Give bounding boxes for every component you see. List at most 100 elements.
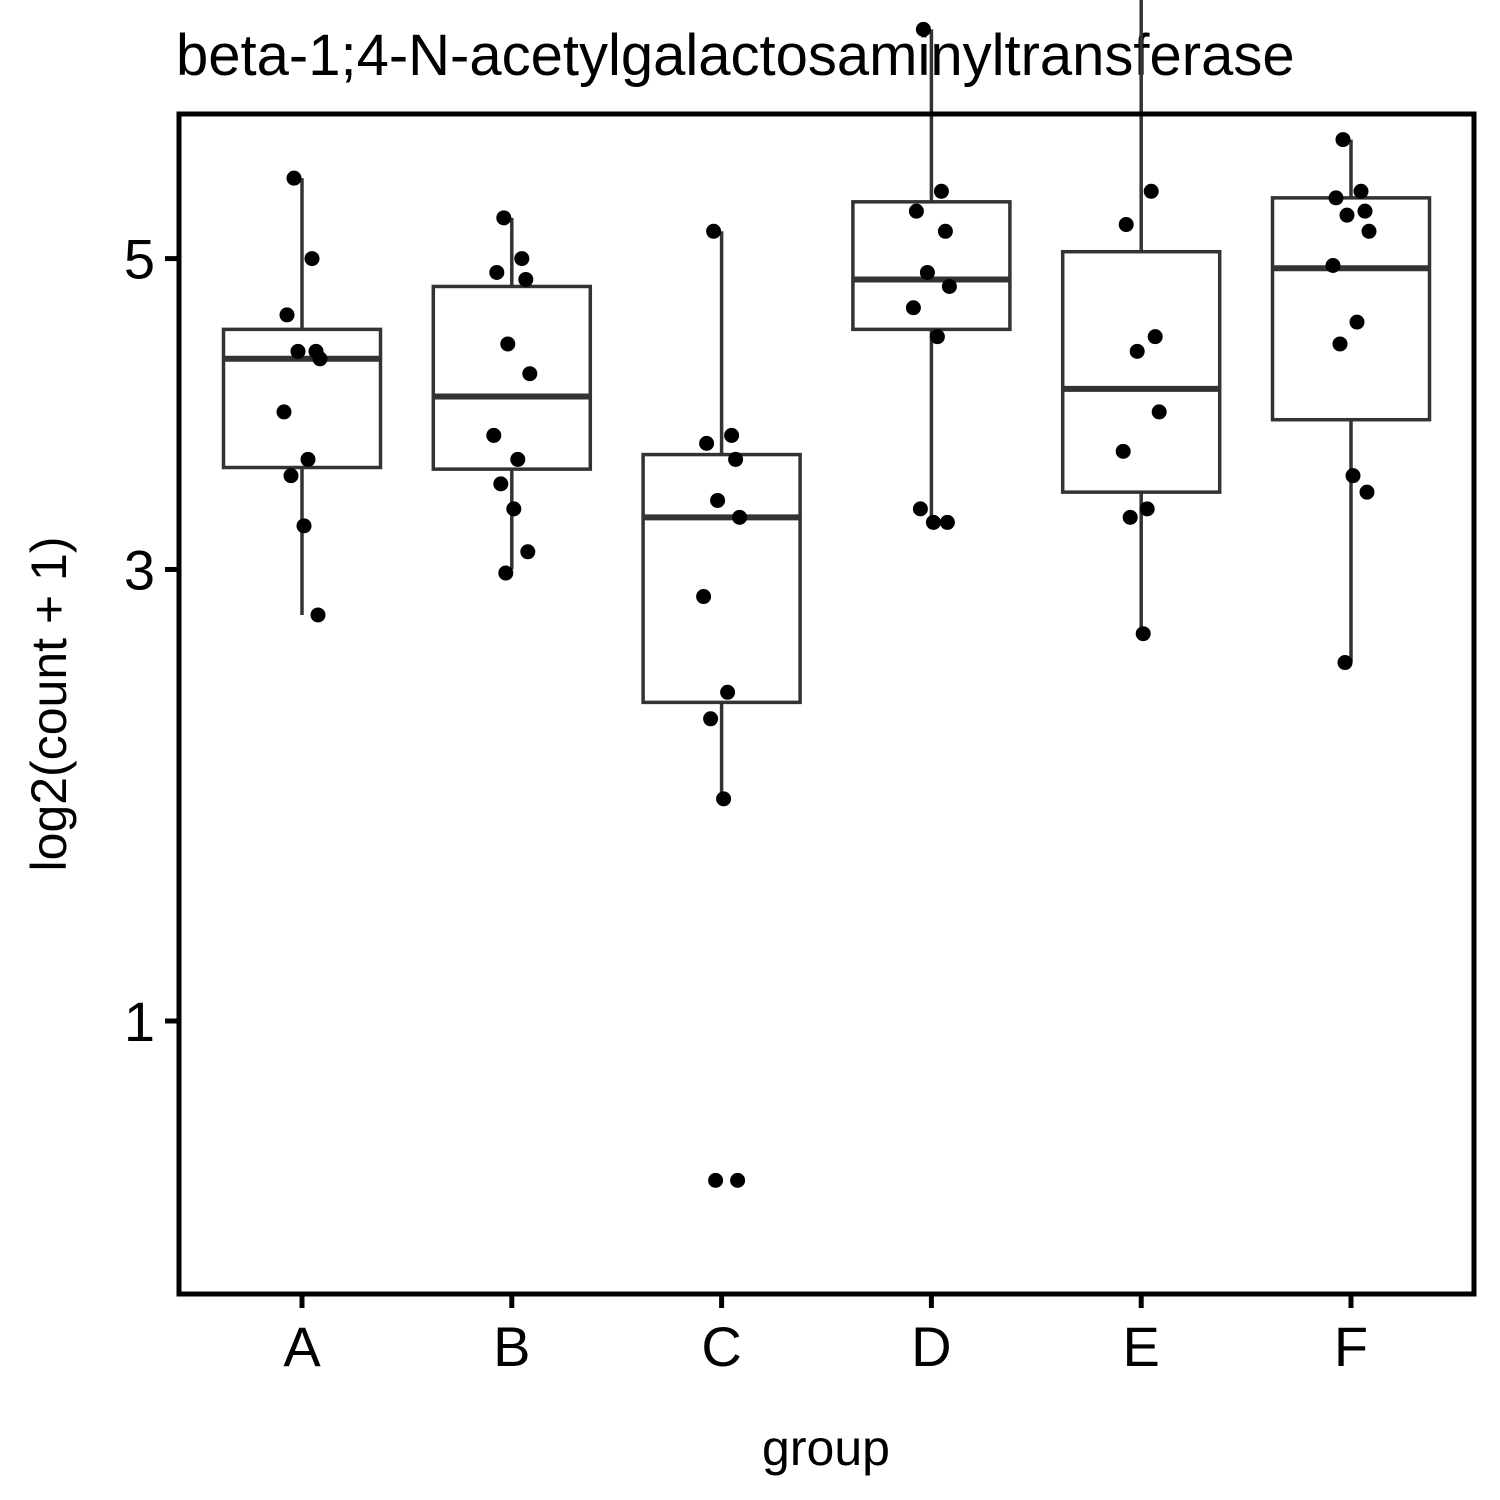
x-axis-title: group (762, 1420, 890, 1476)
data-point (1332, 336, 1348, 352)
data-point (312, 351, 328, 367)
plot-area (221, 0, 1432, 1188)
data-point (522, 366, 538, 382)
data-point (500, 336, 516, 352)
data-point (1339, 207, 1355, 223)
box-group-C (641, 231, 802, 799)
data-point (300, 451, 316, 467)
x-tick-label-E: E (1123, 1315, 1160, 1378)
points-C (696, 223, 748, 1188)
data-point (1361, 223, 1377, 239)
data-point (720, 684, 736, 700)
box-group-B (431, 217, 593, 570)
data-point (925, 514, 941, 530)
data-point (730, 1172, 746, 1188)
data-point (941, 278, 957, 294)
data-point (498, 565, 514, 581)
data-point (1118, 217, 1134, 233)
data-point (1325, 258, 1341, 274)
data-point (510, 451, 526, 467)
data-point (929, 329, 945, 345)
data-point (933, 183, 949, 199)
y-tick-label: 1 (124, 990, 155, 1053)
data-point (1129, 343, 1145, 359)
data-point (716, 791, 732, 807)
x-tick-label-F: F (1334, 1315, 1368, 1378)
box-group-F (1270, 139, 1432, 663)
x-tick-label-C: C (701, 1315, 741, 1378)
box (1270, 196, 1432, 422)
data-point (710, 492, 726, 508)
box-group-A (221, 178, 383, 615)
data-point (912, 501, 928, 517)
data-point (506, 501, 522, 517)
data-point (915, 21, 931, 37)
points-B (486, 210, 538, 581)
data-point (724, 427, 740, 443)
x-tick-label-D: D (911, 1315, 951, 1378)
data-point (1122, 509, 1138, 525)
points-E (1115, 183, 1167, 642)
data-point (937, 223, 953, 239)
data-point (290, 343, 306, 359)
data-point (728, 451, 744, 467)
data-point (283, 468, 299, 484)
data-point (1135, 626, 1151, 642)
data-point (939, 514, 955, 530)
x-tick-label-A: A (283, 1315, 321, 1378)
box (851, 200, 1012, 332)
data-point (489, 264, 505, 280)
data-point (1328, 190, 1344, 206)
data-point (279, 307, 295, 323)
data-point (905, 300, 921, 316)
data-point (1151, 404, 1167, 420)
y-tick-label: 3 (124, 538, 155, 601)
data-point (486, 427, 502, 443)
data-point (514, 251, 530, 267)
panel-border (176, 111, 1477, 1297)
data-point (1357, 203, 1373, 219)
chart-title: beta-1;4-N-acetylgalactosaminyltransfera… (176, 23, 1295, 88)
data-point (496, 210, 512, 226)
box (1060, 249, 1222, 494)
data-point (919, 264, 935, 280)
data-point (1353, 183, 1369, 199)
data-point (296, 518, 312, 534)
x-tick-label-B: B (493, 1315, 530, 1378)
data-point (286, 170, 302, 186)
data-point (706, 223, 722, 239)
points-D (905, 21, 957, 530)
data-point (1147, 329, 1163, 345)
data-point (1335, 132, 1351, 148)
data-point (304, 251, 320, 267)
axes: 1 3 5 A B C D E F (124, 111, 1477, 1378)
box (641, 452, 802, 705)
data-point (696, 589, 712, 605)
data-point (1139, 501, 1155, 517)
data-point (708, 1172, 724, 1188)
y-axis-title: log2(count + 1) (21, 537, 77, 872)
y-tick-label: 5 (124, 228, 155, 291)
box (431, 284, 593, 471)
data-point (908, 203, 924, 219)
data-point (1115, 443, 1131, 459)
data-point (699, 435, 715, 451)
data-point (732, 509, 748, 525)
data-point (1349, 314, 1365, 330)
data-point (518, 271, 534, 287)
data-point (520, 544, 536, 560)
data-point (310, 607, 326, 623)
data-point (1337, 655, 1353, 671)
data-point (1143, 183, 1159, 199)
data-point (276, 404, 292, 420)
data-point (703, 711, 719, 727)
box-group-D (851, 29, 1012, 526)
box-group-E (1060, 0, 1222, 634)
data-point (1345, 468, 1361, 484)
points-F (1325, 132, 1377, 671)
data-point (1359, 484, 1375, 500)
box (221, 327, 383, 470)
points-A (276, 170, 328, 623)
data-point (493, 476, 509, 492)
